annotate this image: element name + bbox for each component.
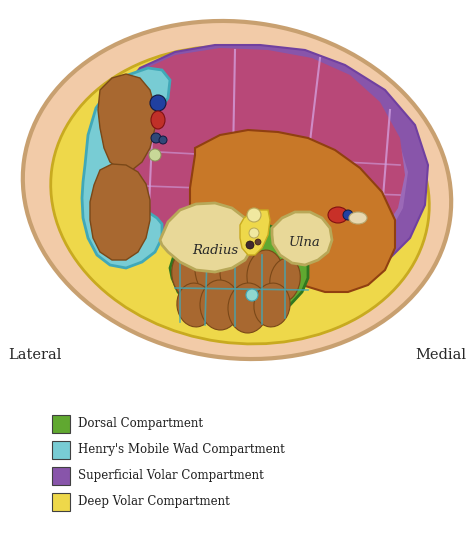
Circle shape: [246, 241, 254, 249]
Polygon shape: [116, 48, 405, 254]
Ellipse shape: [23, 21, 451, 359]
Ellipse shape: [195, 242, 235, 298]
Polygon shape: [190, 130, 395, 292]
FancyBboxPatch shape: [52, 415, 70, 433]
Circle shape: [249, 228, 259, 238]
Ellipse shape: [247, 250, 283, 300]
Ellipse shape: [51, 46, 429, 344]
Ellipse shape: [177, 283, 213, 327]
Text: Ulna: Ulna: [289, 235, 321, 248]
Text: Deep Volar Compartment: Deep Volar Compartment: [78, 495, 230, 508]
Polygon shape: [272, 212, 332, 265]
Text: Dorsal Compartment: Dorsal Compartment: [78, 417, 203, 431]
Ellipse shape: [220, 244, 260, 300]
Text: Henry's Mobile Wad Compartment: Henry's Mobile Wad Compartment: [78, 444, 285, 456]
Polygon shape: [170, 220, 308, 325]
Ellipse shape: [328, 207, 348, 223]
Ellipse shape: [228, 283, 268, 333]
Circle shape: [246, 289, 258, 301]
Ellipse shape: [151, 111, 165, 129]
Text: Superficial Volar Compartment: Superficial Volar Compartment: [78, 470, 264, 483]
Ellipse shape: [200, 280, 240, 330]
Circle shape: [247, 208, 261, 222]
Circle shape: [149, 149, 161, 161]
Text: Medial: Medial: [415, 348, 466, 362]
Polygon shape: [90, 164, 150, 260]
Ellipse shape: [270, 258, 300, 302]
Circle shape: [343, 210, 353, 220]
FancyBboxPatch shape: [52, 441, 70, 459]
Polygon shape: [160, 203, 252, 272]
FancyBboxPatch shape: [52, 493, 70, 511]
Polygon shape: [98, 74, 155, 170]
Polygon shape: [110, 45, 428, 268]
Circle shape: [255, 239, 261, 245]
Polygon shape: [118, 58, 408, 260]
Ellipse shape: [254, 283, 290, 327]
Polygon shape: [82, 68, 170, 268]
Text: Radius: Radius: [192, 243, 238, 256]
Circle shape: [150, 95, 166, 111]
Circle shape: [159, 136, 167, 144]
Text: Lateral: Lateral: [8, 348, 61, 362]
Circle shape: [151, 133, 161, 143]
FancyBboxPatch shape: [52, 467, 70, 485]
Ellipse shape: [349, 212, 367, 224]
Polygon shape: [240, 210, 270, 255]
Ellipse shape: [172, 250, 208, 300]
